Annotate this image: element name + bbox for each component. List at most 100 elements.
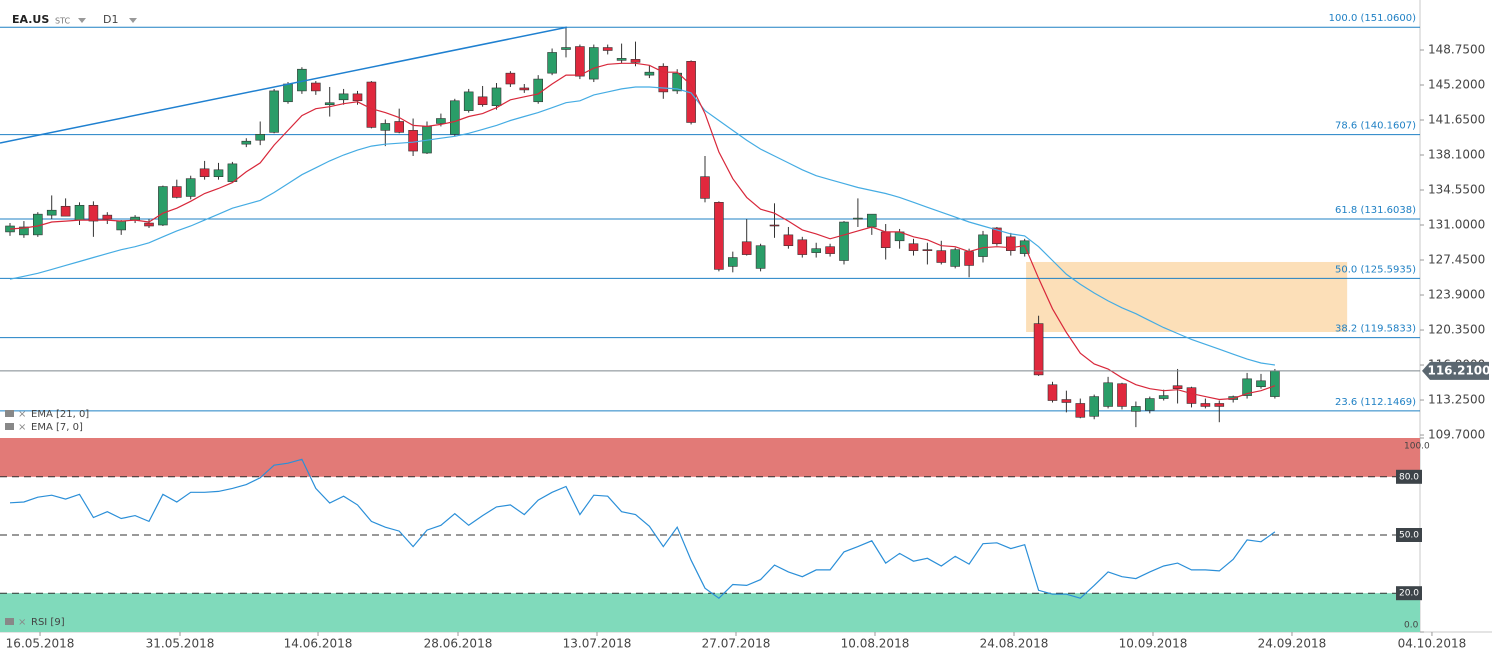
- y-tick-label: 145.2000: [1428, 77, 1485, 91]
- candle-body: [158, 186, 168, 226]
- candle-body: [866, 213, 877, 228]
- fib-label: 100.0 (151.0600): [1329, 13, 1416, 24]
- candle-body: [366, 81, 377, 128]
- legend-x: ×: [18, 422, 26, 433]
- candle-body: [936, 250, 947, 263]
- candle-body: [1200, 403, 1211, 407]
- candle-body: [1158, 395, 1169, 399]
- candle-body: [505, 72, 516, 85]
- candle-body: [714, 202, 724, 270]
- candle-body: [755, 245, 766, 269]
- y-tick-label: 80.0: [1399, 472, 1419, 482]
- candle-body: [1033, 323, 1044, 376]
- x-tick-label: 31.05.2018: [146, 637, 215, 651]
- candle-body: [741, 241, 752, 255]
- x-tick-label: 24.08.2018: [980, 637, 1049, 651]
- candle-body: [588, 47, 599, 80]
- y-tick-label: 20.0: [1399, 589, 1419, 599]
- legend-icon: [5, 423, 14, 430]
- dropdown-icon[interactable]: [78, 18, 86, 23]
- x-tick-label: 13.07.2018: [563, 637, 632, 651]
- candle-body: [491, 87, 502, 107]
- instrument-type: STC: [55, 17, 70, 26]
- candle-body: [88, 204, 99, 222]
- last-price-label: 116.2100: [1427, 363, 1490, 377]
- y-tick-label: 120.3500: [1428, 323, 1485, 337]
- candle-body: [380, 123, 391, 131]
- candle-body: [116, 220, 127, 231]
- dropdown-icon[interactable]: [129, 18, 137, 23]
- rsi-level-box: [1396, 586, 1422, 601]
- trendline: [0, 26, 568, 144]
- candle-body: [408, 130, 418, 152]
- candle-body: [1242, 378, 1252, 396]
- x-tick-label: 27.07.2018: [702, 637, 771, 651]
- candle-body: [172, 186, 182, 198]
- candle-body: [1172, 385, 1183, 389]
- candle-body: [450, 100, 460, 135]
- price-zone: [1026, 261, 1348, 332]
- y-tick-label: 131.0000: [1428, 218, 1485, 232]
- fib-label: 50.0 (125.5935): [1335, 264, 1416, 275]
- candle-body: [1075, 403, 1086, 418]
- legend-icon: [5, 618, 14, 625]
- y-tick-label: 113.2500: [1428, 393, 1485, 407]
- candle-body: [324, 102, 335, 106]
- y-tick-label: 100.0: [1404, 442, 1430, 452]
- candle-body: [658, 65, 669, 93]
- candle-body: [241, 140, 252, 145]
- rsi-level-box: [1396, 469, 1422, 484]
- candle-body: [477, 96, 488, 106]
- y-tick-label: 134.5500: [1428, 183, 1485, 197]
- y-tick-label: 127.4500: [1428, 253, 1485, 267]
- candle-body: [352, 93, 363, 102]
- interval[interactable]: D1: [103, 13, 118, 26]
- candle-body: [853, 217, 863, 220]
- candle-body: [811, 248, 821, 253]
- candle-body: [74, 204, 85, 221]
- x-tick-label: 28.06.2018: [424, 637, 493, 651]
- candle-body: [213, 169, 224, 177]
- fib-label: 78.6 (140.1607): [1335, 121, 1416, 132]
- candle-body: [311, 82, 321, 92]
- candle-body: [825, 246, 835, 254]
- fib-label: 38.2 (119.5833): [1335, 324, 1416, 335]
- candle-body: [19, 226, 29, 236]
- candle-body: [700, 176, 710, 199]
- candle-body: [727, 257, 738, 267]
- y-tick-label: 148.7500: [1428, 42, 1485, 56]
- candle-body: [964, 251, 974, 266]
- candle-body: [992, 227, 1002, 245]
- x-tick-label: 16.05.2018: [6, 637, 75, 651]
- x-tick-label: 10.08.2018: [841, 637, 910, 651]
- rsi-zone: [0, 593, 1420, 632]
- symbol[interactable]: EA.US: [12, 13, 49, 26]
- x-tick-label: 10.09.2018: [1119, 637, 1188, 651]
- candle-body: [880, 231, 891, 248]
- candle-body: [922, 249, 933, 251]
- last-price-tag: [1422, 361, 1489, 380]
- indicator-line: [9, 458, 1276, 599]
- candle-body: [199, 168, 210, 177]
- candle-body: [46, 209, 57, 216]
- candle-body: [102, 214, 113, 220]
- fib-label: 61.8 (131.6038): [1335, 205, 1416, 216]
- candle-body: [616, 58, 627, 61]
- candle-body: [1214, 403, 1225, 407]
- header: EA.US STC D1: [12, 13, 137, 26]
- candle-body: [533, 78, 543, 103]
- y-tick-label: 138.1000: [1428, 148, 1485, 162]
- candle-body: [60, 205, 71, 217]
- candle-body: [602, 47, 613, 51]
- candle-body: [1005, 236, 1016, 251]
- candle-body: [978, 234, 988, 257]
- candle-body: [227, 163, 238, 182]
- candle-body: [1089, 396, 1099, 417]
- candle-body: [950, 249, 960, 267]
- legend-label: EMA [21, 0]: [31, 409, 89, 420]
- y-tick-label: 141.6500: [1428, 112, 1485, 126]
- candle-body: [283, 83, 293, 103]
- y-tick-label: 0.0: [1404, 621, 1419, 631]
- candle-body: [561, 47, 571, 50]
